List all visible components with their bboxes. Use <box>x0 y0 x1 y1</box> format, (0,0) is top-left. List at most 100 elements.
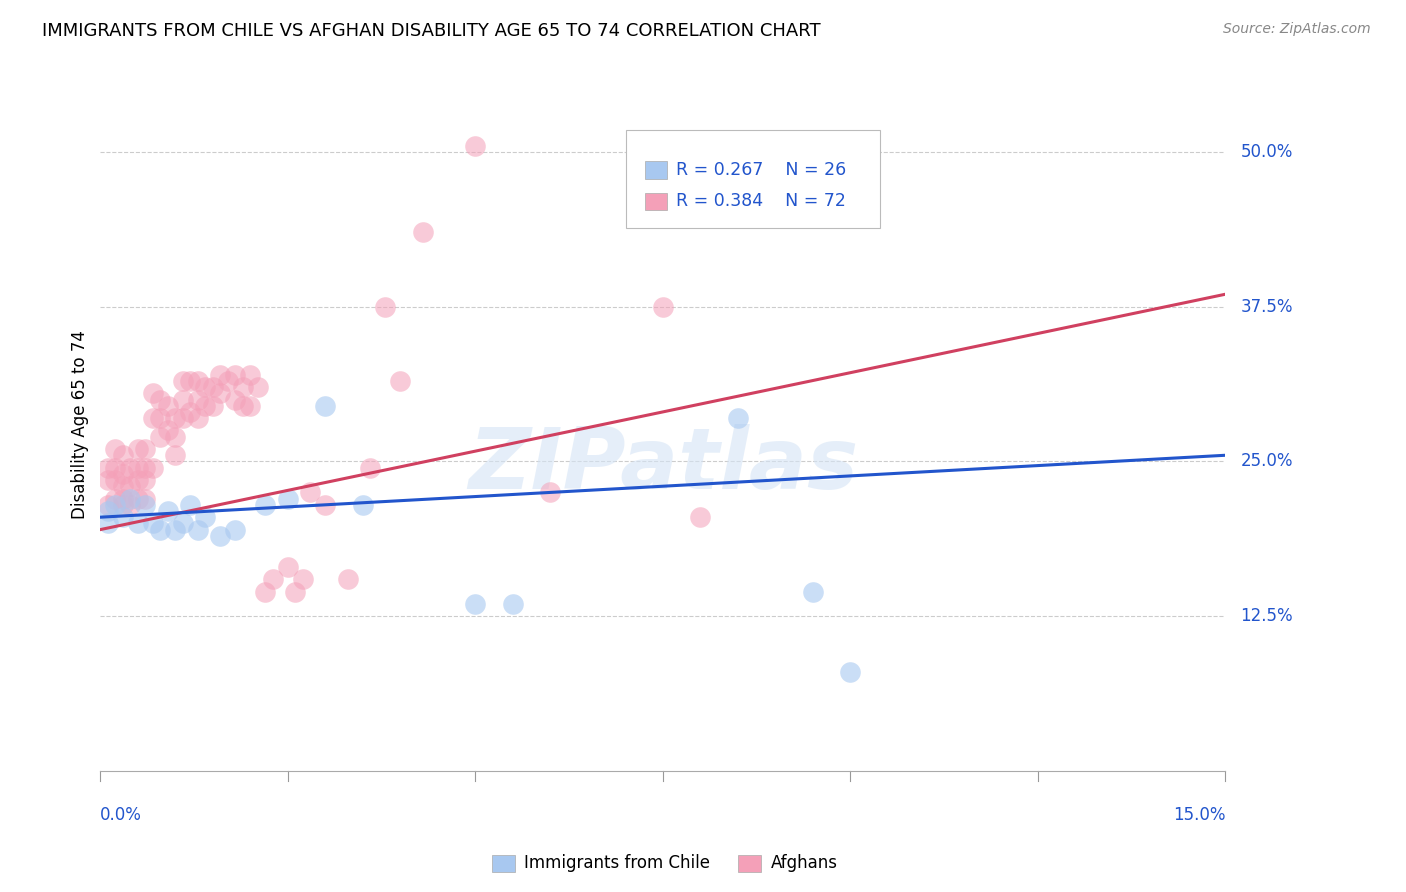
Point <box>389 374 412 388</box>
Text: Immigrants from Chile: Immigrants from Chile <box>524 855 710 872</box>
Point <box>111 510 134 524</box>
Point <box>97 460 120 475</box>
Point <box>142 411 165 425</box>
Point <box>299 485 322 500</box>
Point <box>149 392 172 407</box>
Point <box>277 559 299 574</box>
Point <box>502 597 524 611</box>
Point <box>111 491 134 506</box>
Point <box>104 460 127 475</box>
Point <box>232 399 254 413</box>
Point <box>172 392 194 407</box>
Point <box>187 392 209 407</box>
Point <box>464 138 486 153</box>
Point <box>224 368 246 382</box>
Point <box>127 473 149 487</box>
Point <box>111 448 134 462</box>
Point <box>262 572 284 586</box>
Point <box>111 498 134 512</box>
Point <box>314 399 336 413</box>
Point <box>352 498 374 512</box>
Point <box>134 491 156 506</box>
Point <box>149 523 172 537</box>
Point <box>97 498 120 512</box>
Point <box>224 523 246 537</box>
Point <box>277 491 299 506</box>
Text: 15.0%: 15.0% <box>1173 805 1226 824</box>
Point <box>111 467 134 481</box>
Text: 0.0%: 0.0% <box>100 805 142 824</box>
Point <box>127 460 149 475</box>
Point <box>134 460 156 475</box>
Point <box>412 225 434 239</box>
Point <box>239 399 262 413</box>
Point <box>134 442 156 456</box>
Point <box>194 399 217 413</box>
Point <box>127 516 149 531</box>
Point <box>194 380 217 394</box>
Point <box>104 473 127 487</box>
Point <box>134 498 156 512</box>
Point <box>120 498 142 512</box>
Point <box>194 510 217 524</box>
Point <box>120 460 142 475</box>
Point <box>142 516 165 531</box>
Point <box>201 399 224 413</box>
Point <box>839 665 862 679</box>
Point <box>142 460 165 475</box>
Text: R = 0.267    N = 26: R = 0.267 N = 26 <box>676 161 846 179</box>
Text: IMMIGRANTS FROM CHILE VS AFGHAN DISABILITY AGE 65 TO 74 CORRELATION CHART: IMMIGRANTS FROM CHILE VS AFGHAN DISABILI… <box>42 22 821 40</box>
Point <box>187 411 209 425</box>
Point <box>156 424 179 438</box>
Point <box>172 516 194 531</box>
Point <box>165 448 187 462</box>
Point <box>291 572 314 586</box>
Point <box>179 498 201 512</box>
Point <box>801 584 824 599</box>
Text: R = 0.384    N = 72: R = 0.384 N = 72 <box>676 193 845 211</box>
Point <box>187 523 209 537</box>
Point <box>464 597 486 611</box>
Point <box>142 386 165 401</box>
Point <box>246 380 269 394</box>
Point <box>727 411 749 425</box>
Point <box>97 473 120 487</box>
Point <box>538 485 561 500</box>
Text: 37.5%: 37.5% <box>1240 298 1294 316</box>
Point <box>201 380 224 394</box>
Point <box>165 523 187 537</box>
Point <box>165 411 187 425</box>
Point <box>336 572 359 586</box>
Point <box>165 430 187 444</box>
Point <box>209 529 232 543</box>
Point <box>217 374 239 388</box>
Point <box>239 368 262 382</box>
Point <box>254 584 277 599</box>
Y-axis label: Disability Age 65 to 74: Disability Age 65 to 74 <box>72 330 89 519</box>
Point <box>104 498 127 512</box>
Point <box>134 473 156 487</box>
Point <box>209 368 232 382</box>
Point <box>149 411 172 425</box>
Point <box>254 498 277 512</box>
Text: 50.0%: 50.0% <box>1240 143 1292 161</box>
Point <box>209 386 232 401</box>
Point <box>172 411 194 425</box>
Point <box>111 479 134 493</box>
Point <box>97 516 120 531</box>
Point <box>127 442 149 456</box>
Point <box>127 491 149 506</box>
Point <box>172 374 194 388</box>
Point <box>689 510 711 524</box>
Point <box>120 479 142 493</box>
Point <box>224 392 246 407</box>
Point <box>179 405 201 419</box>
Point <box>284 584 307 599</box>
Point <box>104 442 127 456</box>
Text: Source: ZipAtlas.com: Source: ZipAtlas.com <box>1223 22 1371 37</box>
Point <box>149 430 172 444</box>
Text: ZIPatlas: ZIPatlas <box>468 425 858 508</box>
Point <box>359 460 381 475</box>
Text: 12.5%: 12.5% <box>1240 607 1294 625</box>
Point <box>187 374 209 388</box>
